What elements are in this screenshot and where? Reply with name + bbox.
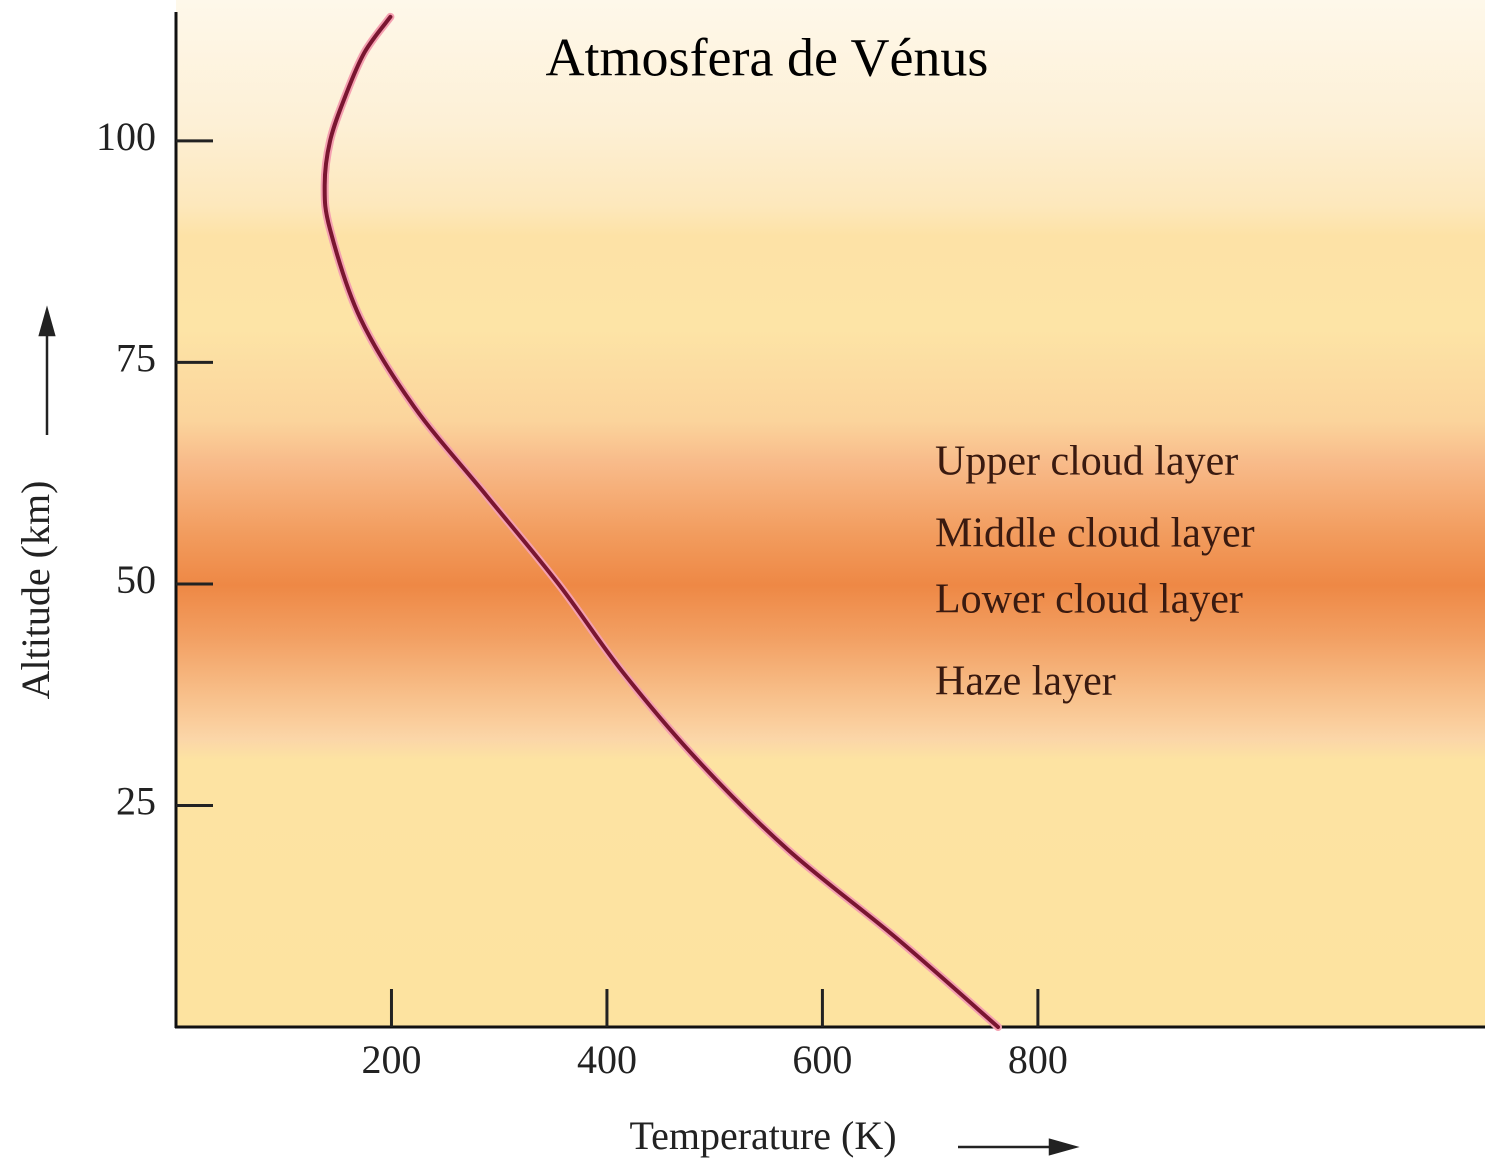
page: Atmosfera de Vénus Upper cloud layer Mid… <box>0 0 1485 1170</box>
y-axis-arrow <box>40 310 54 435</box>
plot-background <box>176 0 1485 1027</box>
y-tick-label: 50 <box>116 557 156 602</box>
annotation: Upper cloud layer <box>935 439 1238 485</box>
annotation: Lower cloud layer <box>935 577 1243 623</box>
y-tick-label: 25 <box>116 779 156 824</box>
y-axis-label: Altitude (km) <box>13 481 58 700</box>
chart-title: Atmosfera de Vénus <box>546 27 989 87</box>
x-tick-label: 200 <box>361 1037 421 1082</box>
x-tick-label: 400 <box>577 1037 637 1082</box>
x-axis-arrow <box>958 1140 1075 1154</box>
x-tick-label: 600 <box>792 1037 852 1082</box>
x-tick-label: 800 <box>1008 1037 1068 1082</box>
x-axis-label: Temperature (K) <box>629 1113 896 1158</box>
annotation: Haze layer <box>935 659 1116 705</box>
chart: Atmosfera de Vénus Upper cloud layer Mid… <box>0 0 1485 1170</box>
y-tick-label: 100 <box>96 114 156 159</box>
y-tick-label: 75 <box>116 336 156 381</box>
annotation: Middle cloud layer <box>935 511 1255 557</box>
